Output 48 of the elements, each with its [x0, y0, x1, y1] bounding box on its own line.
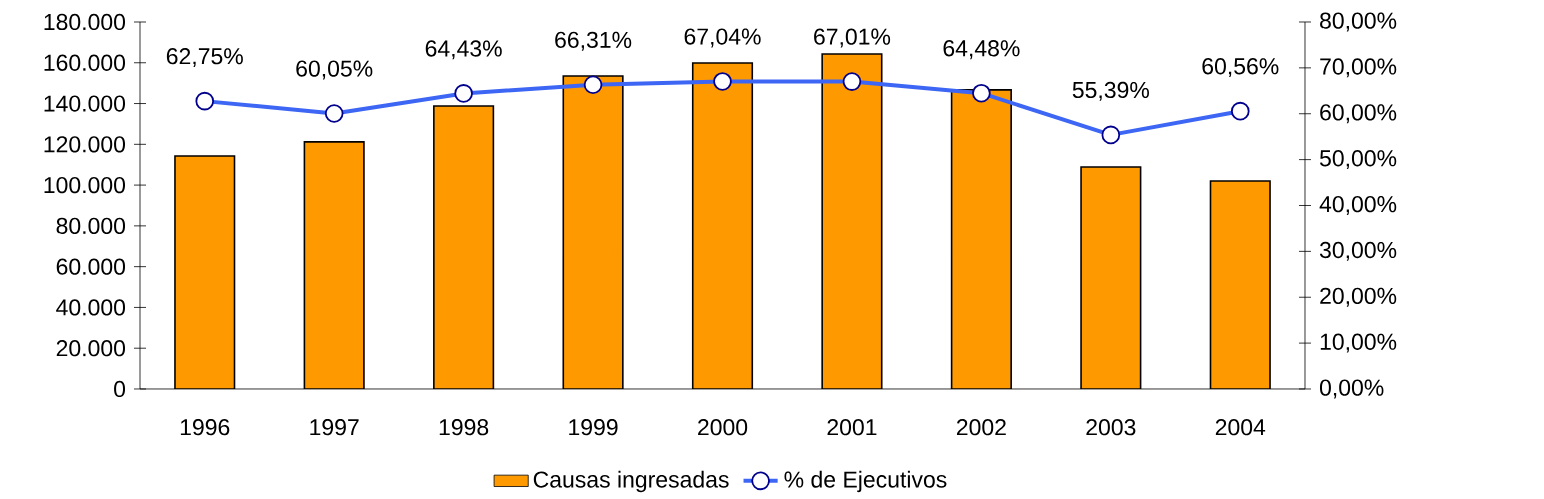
- data-label: 67,01%: [814, 28, 891, 48]
- y2-tick-label: 50,00%: [1319, 150, 1397, 170]
- bar: [821, 53, 883, 390]
- y2-tick-label: 70,00%: [1320, 58, 1397, 78]
- x-tick-label: 1999: [569, 419, 618, 436]
- x-tick-label: 2002: [956, 419, 1006, 436]
- x-tick-label: 2003: [1086, 419, 1136, 436]
- y2-tick-label: 20,00%: [1320, 287, 1397, 307]
- bar: [562, 75, 624, 390]
- y-tick-label: 80.000: [56, 217, 126, 235]
- y2-tick-label: 30,00%: [1319, 241, 1397, 261]
- x-tick-label: 2000: [698, 419, 748, 436]
- bar: [1080, 166, 1142, 390]
- y-tick-label: 160.000: [44, 54, 126, 71]
- bar: [433, 105, 495, 390]
- legend-label: Causas ingresadas: [533, 470, 729, 493]
- y2-tick-label: 10,00%: [1320, 333, 1397, 353]
- data-label: 67,04%: [684, 28, 761, 48]
- y-tick-label: 180.000: [44, 13, 126, 31]
- y2-tick-label: 80,00%: [1320, 12, 1397, 32]
- y-tick-label: 100.000: [44, 177, 126, 194]
- x-tick-label: 2004: [1215, 419, 1266, 436]
- bar: [950, 89, 1012, 390]
- legend-label: % de Ejecutivos: [784, 470, 947, 493]
- x-tick-label: 1998: [439, 419, 489, 436]
- data-label: 62,75%: [166, 48, 243, 68]
- y-tick-label: 40.000: [56, 299, 126, 316]
- bar: [174, 155, 236, 390]
- data-label: 64,43%: [425, 40, 502, 60]
- bar: [1209, 180, 1271, 390]
- data-label: 60,05%: [296, 60, 373, 80]
- y2-tick-label: 0,00%: [1319, 379, 1384, 399]
- data-label: 60,56%: [1202, 58, 1279, 78]
- data-label: 66,31%: [555, 31, 632, 51]
- data-label: 64,48%: [943, 40, 1020, 60]
- y-tick-label: 120.000: [44, 136, 126, 153]
- y-tick-label: 60.000: [56, 258, 126, 275]
- data-label: 55,39%: [1072, 81, 1149, 101]
- y-tick-label: 0: [114, 380, 126, 398]
- x-tick-label: 2001: [827, 419, 877, 436]
- y2-tick-label: 60,00%: [1320, 104, 1397, 124]
- bar: [303, 141, 365, 390]
- x-tick-label: 1996: [180, 419, 230, 436]
- x-tick-label: 1997: [310, 419, 359, 436]
- y2-tick-label: 40,00%: [1319, 196, 1397, 216]
- y-tick-label: 140.000: [44, 95, 126, 112]
- bar: [691, 62, 754, 390]
- y-tick-label: 20.000: [56, 340, 126, 357]
